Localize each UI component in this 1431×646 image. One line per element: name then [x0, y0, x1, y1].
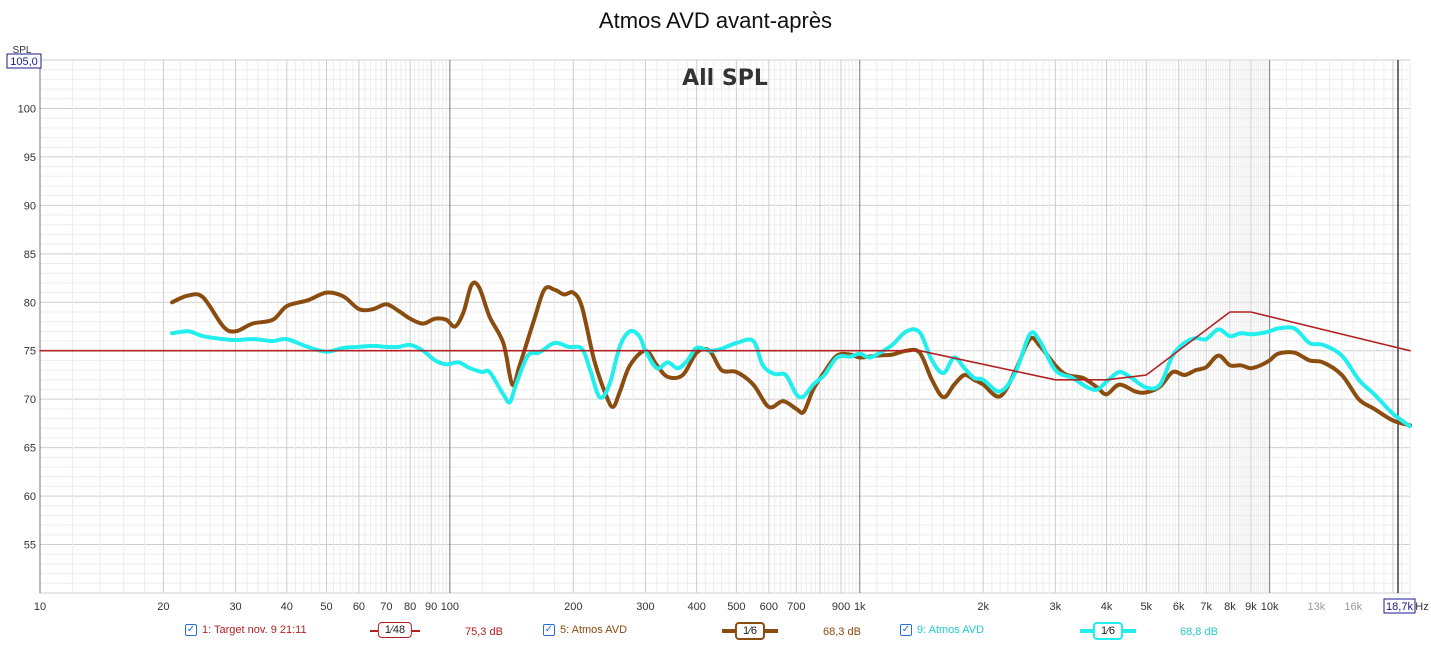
- y-tick-label: 55: [24, 540, 36, 552]
- x-tick-label: 20: [157, 601, 169, 613]
- x-tick-label: 30: [229, 601, 241, 613]
- series-lines: [39, 280, 1412, 429]
- legend-item-after[interactable]: ✓ 9: Atmos AVD: [900, 624, 984, 636]
- legend-label-before: 5: Atmos AVD: [560, 624, 628, 636]
- y-tick-label: 65: [24, 443, 36, 455]
- grid: [39, 59, 1411, 594]
- x-tick-label: 4k: [1101, 601, 1113, 613]
- y-axis-unit: SPL: [13, 45, 32, 56]
- y-tick-label: 60: [24, 491, 36, 503]
- x-tick-label: 16k: [1344, 601, 1362, 613]
- y-tick-label: 75: [24, 346, 36, 358]
- series-after-line: [170, 325, 1412, 429]
- x-tick-label: 1k: [854, 601, 866, 613]
- legend-label-after: 9: Atmos AVD: [917, 624, 985, 636]
- smoothing-label-after: 1⁄6: [1092, 622, 1124, 640]
- x-tick-label: 2k: [977, 601, 989, 613]
- legend-item-target[interactable]: ✓ 1: Target nov. 9 21:11: [185, 624, 307, 636]
- level-target: 75,3 dB: [465, 626, 503, 638]
- series-before-line: [170, 280, 1412, 428]
- y-cursor-box: [6, 53, 42, 69]
- chart-title: Atmos AVD avant-après: [598, 8, 833, 33]
- checkbox-icon[interactable]: ✓: [185, 624, 197, 636]
- smoothing-before[interactable]: 1⁄6: [722, 622, 778, 640]
- legend: ✓ 1: Target nov. 9 21:11 1⁄48 75,3 dB ✓ …: [0, 620, 1431, 646]
- legend-item-before[interactable]: ✓ 5: Atmos AVD: [543, 624, 627, 636]
- y-tick-label: 70: [24, 394, 36, 406]
- x-axis-unit: Hz: [1415, 601, 1428, 613]
- y-axis-ticks: 55 60 65 70 75 80 85 90 95 100: [18, 103, 36, 551]
- chart[interactable]: 55 60 65 70 75 80 85 90 95 100 10 20 30 40 50 60 70 80 90…: [0, 0, 1431, 620]
- x-tick-label: 8k: [1224, 601, 1236, 613]
- checkbox-icon[interactable]: ✓: [900, 624, 912, 636]
- series-target-line: [39, 311, 1411, 381]
- x-tick-label: 6k: [1173, 601, 1185, 613]
- level-before: 68,3 dB: [823, 626, 861, 638]
- x-tick-label: 400: [687, 601, 705, 613]
- y-tick-label: 95: [24, 152, 36, 164]
- x-tick-label: 600: [760, 601, 778, 613]
- x-tick-label: 80: [404, 601, 416, 613]
- checkbox-icon[interactable]: ✓: [543, 624, 555, 636]
- y-tick-label: 80: [24, 297, 36, 309]
- x-tick-label: 7k: [1200, 601, 1212, 613]
- y-tick-label: 100: [18, 103, 36, 115]
- x-tick-label: 60: [353, 601, 365, 613]
- x-tick-label: 900: [832, 601, 850, 613]
- overlay-label: All SPL: [682, 66, 768, 91]
- smoothing-target[interactable]: 1⁄48: [370, 622, 420, 640]
- x-tick-label: 10: [34, 601, 46, 613]
- y-tick-label: 90: [24, 200, 36, 212]
- x-tick-label: 5k: [1140, 601, 1152, 613]
- x-tick-label: 3k: [1050, 601, 1062, 613]
- x-tick-label: 40: [281, 601, 293, 613]
- x-tick-label: 300: [636, 601, 654, 613]
- smoothing-label-target: 1⁄48: [377, 622, 413, 638]
- y-cursor-label: 105,0: [10, 56, 38, 68]
- x-cursor-label: 18,7k: [1386, 601, 1413, 613]
- x-axis-ticks: 10 20 30 40 50 60 70 80 90 100 200 300 400 500 600 700 9…: [34, 601, 1363, 613]
- x-tick-label: 200: [564, 601, 582, 613]
- x-tick-label: 500: [727, 601, 745, 613]
- x-tick-label: 50: [320, 601, 332, 613]
- x-tick-label: 100: [441, 601, 459, 613]
- legend-label-target: 1: Target nov. 9 21:11: [202, 624, 307, 636]
- y-tick-label: 85: [24, 249, 36, 261]
- x-tick-label: 90: [425, 601, 437, 613]
- x-tick-label: 70: [380, 601, 392, 613]
- x-tick-label: 700: [787, 601, 805, 613]
- x-cursor-box: [1383, 598, 1416, 614]
- x-tick-label: 9k: [1245, 601, 1257, 613]
- x-tick-label: 10k: [1261, 601, 1279, 613]
- smoothing-after[interactable]: 1⁄6: [1080, 622, 1136, 640]
- level-after: 68,8 dB: [1180, 626, 1218, 638]
- x-tick-label: 13k: [1307, 601, 1325, 613]
- smoothing-label-before: 1⁄6: [734, 622, 766, 640]
